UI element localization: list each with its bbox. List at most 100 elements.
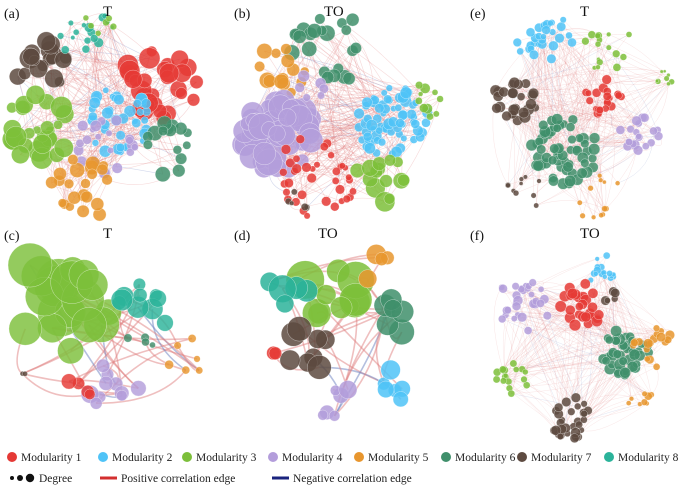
panel-e-edge — [597, 67, 604, 215]
degree-dot-medium — [17, 475, 23, 481]
panel-b-node — [374, 103, 385, 114]
panel-a-node — [140, 98, 152, 109]
panel-e-node — [518, 107, 530, 119]
panel-c-node — [164, 360, 174, 370]
panel-f-node — [575, 420, 583, 429]
panel-e-edge — [617, 130, 654, 184]
panel-e-edge — [608, 34, 667, 79]
panel-c-node — [61, 373, 77, 390]
panel-a-node — [189, 75, 204, 89]
panel-b-node — [313, 161, 321, 169]
panel-e-node — [562, 161, 574, 173]
panel-e-node — [556, 21, 566, 32]
panel-c-node — [187, 334, 197, 343]
panel-a-node — [54, 138, 74, 158]
panel-e-node — [614, 91, 623, 100]
panel-b-node — [385, 84, 393, 92]
panel-a-node — [57, 198, 68, 208]
panel-a-node — [172, 145, 182, 155]
panel-e-node — [534, 136, 544, 147]
panel-b-node — [297, 190, 307, 200]
panel-b-node — [379, 174, 393, 188]
panel-e-node — [507, 87, 519, 99]
panel-f-edge — [511, 393, 578, 407]
panel-a-node — [73, 29, 80, 36]
panel-f-edge — [516, 305, 604, 360]
panel-e-edge — [499, 34, 630, 108]
panel-e-node — [596, 58, 604, 66]
panel-a-node — [136, 108, 144, 116]
panel-e-node — [505, 182, 511, 188]
panel-a-node — [90, 197, 104, 211]
panel-c-node — [195, 366, 203, 375]
panel-f-edge — [527, 288, 559, 408]
panel-d-node — [380, 359, 401, 380]
panel-e-edge — [593, 67, 618, 139]
panel-a-node — [81, 22, 87, 28]
panel-e-node — [635, 133, 643, 140]
panel-e-node — [580, 158, 590, 168]
panel-b-node — [273, 73, 290, 90]
panel-b-node — [306, 173, 317, 184]
panel-e-edge — [514, 30, 547, 84]
panel-f-node — [653, 324, 660, 332]
panel-f-node — [575, 302, 584, 311]
panel-b-node — [294, 82, 305, 93]
panel-f-edge — [514, 318, 652, 396]
panel-b-node — [295, 134, 305, 144]
panel-e-edge — [616, 66, 667, 79]
panel-c-node — [193, 355, 201, 363]
panel-e-edge — [496, 108, 602, 216]
panel-a-node — [81, 45, 90, 54]
panel-e-node — [588, 153, 597, 163]
panel-b-node — [280, 54, 295, 68]
panel-a-node — [88, 111, 98, 122]
panel-e-edge — [536, 150, 639, 206]
panel-b-node — [345, 173, 353, 181]
panel-f-edge — [558, 274, 614, 415]
panel-e-node — [538, 120, 549, 131]
panel-b-node — [320, 142, 329, 151]
panel-b-node — [306, 23, 322, 39]
panel-e-node — [606, 31, 612, 37]
panel-e-node — [576, 167, 588, 179]
panel-e-node — [585, 96, 594, 105]
panel-b-node — [383, 94, 393, 104]
panel-a-node — [123, 69, 143, 89]
panel-d-node — [338, 380, 358, 399]
panel-b-node — [338, 162, 346, 170]
panel-b-node — [410, 119, 420, 129]
panel-b-node — [375, 126, 384, 135]
panel-f-edge — [535, 303, 578, 407]
panel-b-node — [332, 167, 341, 176]
panel-b-edge — [312, 107, 399, 170]
panel-d-node — [275, 294, 295, 313]
panel-b-edge — [284, 136, 421, 185]
panel-b-edge — [320, 82, 426, 92]
panel-e-node — [598, 212, 604, 218]
panel-b-node — [278, 108, 297, 127]
panel-e-edge — [551, 22, 598, 110]
panel-e-node — [525, 98, 537, 110]
panel-f-node — [641, 390, 648, 397]
panel-a-node — [143, 139, 153, 150]
panel-a-node — [116, 143, 125, 152]
panel-d-node — [377, 380, 395, 398]
panel-f-node — [511, 282, 520, 291]
panel-b-node — [270, 48, 282, 59]
panel-a-edge — [90, 25, 136, 148]
panel-f-node — [556, 432, 564, 440]
panel-e-node — [533, 202, 539, 209]
panel-a-node — [44, 68, 64, 88]
panel-b-node — [436, 95, 444, 103]
panel-f-node — [517, 312, 528, 323]
panel-e-node — [551, 113, 563, 126]
panel-e-node — [529, 49, 539, 60]
panel-b-node — [292, 29, 307, 44]
legend-swatch-m3 — [182, 452, 192, 462]
panel-f-node — [502, 373, 509, 379]
panel-f-node — [509, 359, 518, 368]
panel-f-node — [520, 375, 528, 383]
panel-f-edge — [527, 288, 567, 403]
panel-e-node — [518, 176, 524, 182]
